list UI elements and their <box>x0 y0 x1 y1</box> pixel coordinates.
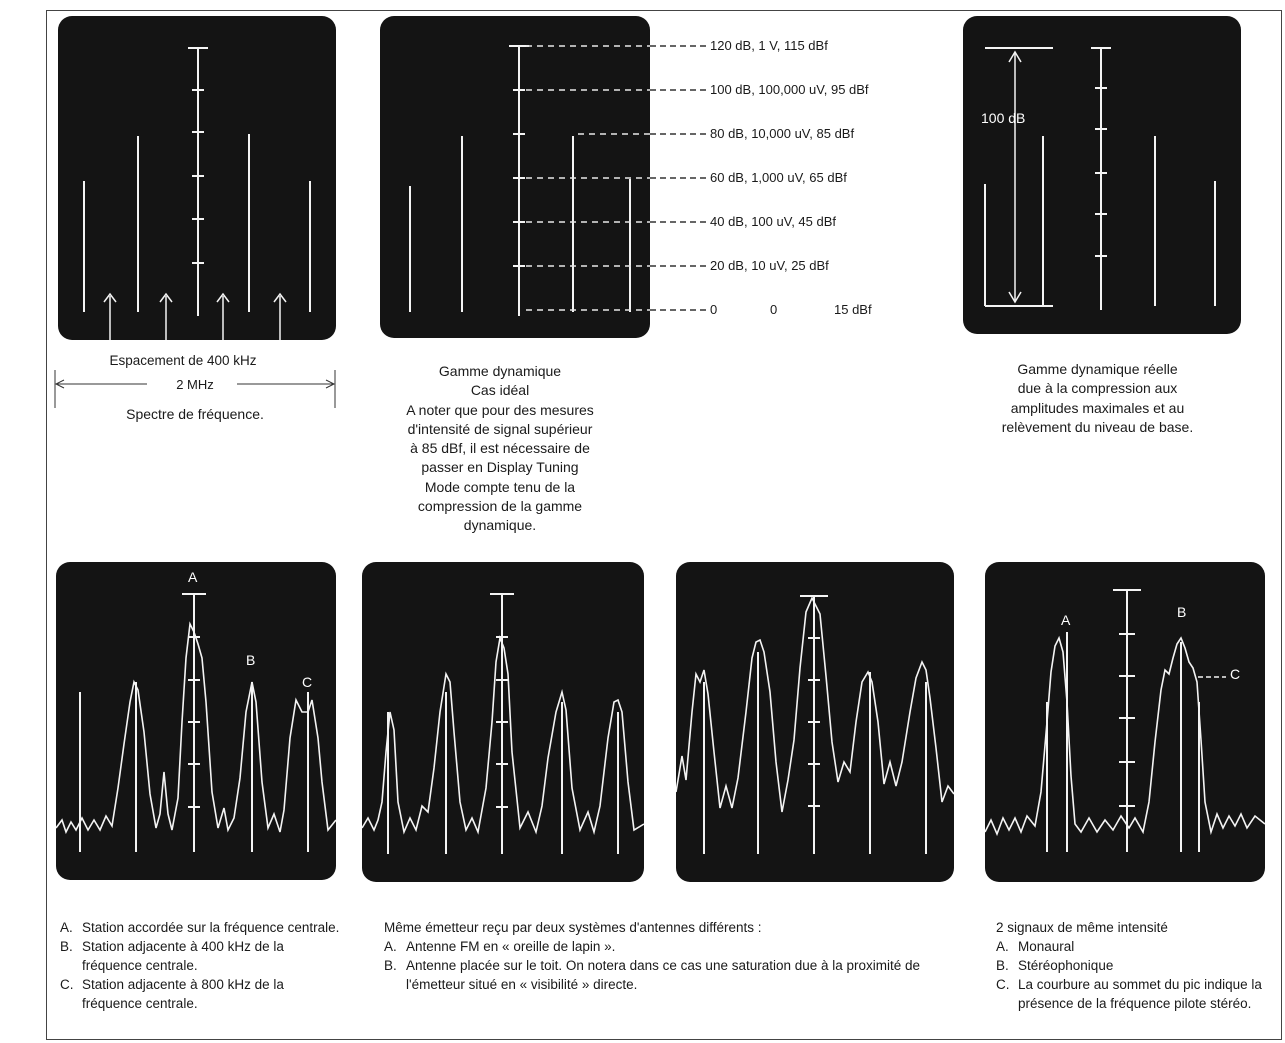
list-item: B. Stéréophonique <box>996 956 1278 975</box>
spacing-arrows <box>104 294 286 340</box>
rabbit-ear-antenna-screen <box>362 562 644 882</box>
peak-b-label: B <box>246 652 255 668</box>
peak-c-label: C <box>302 674 312 690</box>
level-label-100: 100 dB, 100,000 uV, 95 dBf <box>710 82 869 97</box>
mono-stereo-intro: 2 signaux de même intensité <box>996 918 1278 937</box>
peak-a-label: A <box>188 569 197 585</box>
level-label-0-c: 15 dBf <box>834 302 872 317</box>
level-label-120: 120 dB, 1 V, 115 dBf <box>710 38 828 53</box>
level-label-0-b: 0 <box>770 302 777 317</box>
stereo-peak-b-label: B <box>1177 604 1186 620</box>
roof-antenna-trace <box>676 562 954 882</box>
antenna-notes: Même émetteur reçu par deux systèmes d'a… <box>384 918 978 994</box>
spectrum-caption: Spectre de fréquence. <box>70 405 320 423</box>
dynamic-range-real-caption: Gamme dynamique réelle due à la compress… <box>955 360 1240 437</box>
list-item: A. Station accordée sur la fréquence cent… <box>60 918 340 937</box>
spectrum-screen <box>58 16 336 340</box>
adjacent-stations-trace <box>56 562 336 880</box>
adjacent-stations-notes: A. Station accordée sur la fréquence cent… <box>60 918 340 1013</box>
mono-stereo-screen <box>985 562 1265 882</box>
real-range-lines <box>963 16 1241 334</box>
level-label-0-a: 0 <box>710 302 717 317</box>
level-label-40: 40 dB, 100 uV, 45 dBf <box>710 214 836 229</box>
list-item: B. Antenne placée sur le toit. On notera … <box>384 956 978 994</box>
span-label: 2 MHz <box>145 376 245 394</box>
list-item: A. Monaural <box>996 937 1278 956</box>
list-item: C. La courbure au sommet du pic indique l… <box>996 975 1278 1013</box>
adjacent-stations-screen <box>56 562 336 880</box>
mono-stereo-trace <box>985 562 1265 882</box>
level-label-80: 80 dB, 10,000 uV, 85 dBf <box>710 126 854 141</box>
level-label-60: 60 dB, 1,000 uV, 65 dBf <box>710 170 847 185</box>
rabbit-ear-trace <box>362 562 644 882</box>
pilot-c-dash <box>1198 672 1228 682</box>
range-100db-label: 100 dB <box>981 110 1025 126</box>
list-item: A. Antenne FM en « oreille de lapin ». <box>384 937 978 956</box>
mono-peak-a-label: A <box>1061 612 1070 628</box>
list-item: C. Station adjacente à 800 kHz de la fréq… <box>60 975 340 1013</box>
dynamic-range-ideal-caption: Gamme dynamique Cas idéal A noter que po… <box>350 362 650 536</box>
antenna-notes-intro: Même émetteur reçu par deux systèmes d'a… <box>384 918 978 937</box>
dynamic-range-real-screen <box>963 16 1241 334</box>
level-dashed-lines <box>380 16 710 338</box>
roof-antenna-screen <box>676 562 954 882</box>
mono-stereo-notes: 2 signaux de même intensité A. Monaural B… <box>996 918 1278 1013</box>
pilot-c-label: C <box>1230 666 1240 682</box>
spectrum-lines <box>58 16 336 340</box>
list-item: B. Station adjacente à 400 kHz de la fréq… <box>60 937 340 975</box>
level-label-20: 20 dB, 10 uV, 25 dBf <box>710 258 829 273</box>
